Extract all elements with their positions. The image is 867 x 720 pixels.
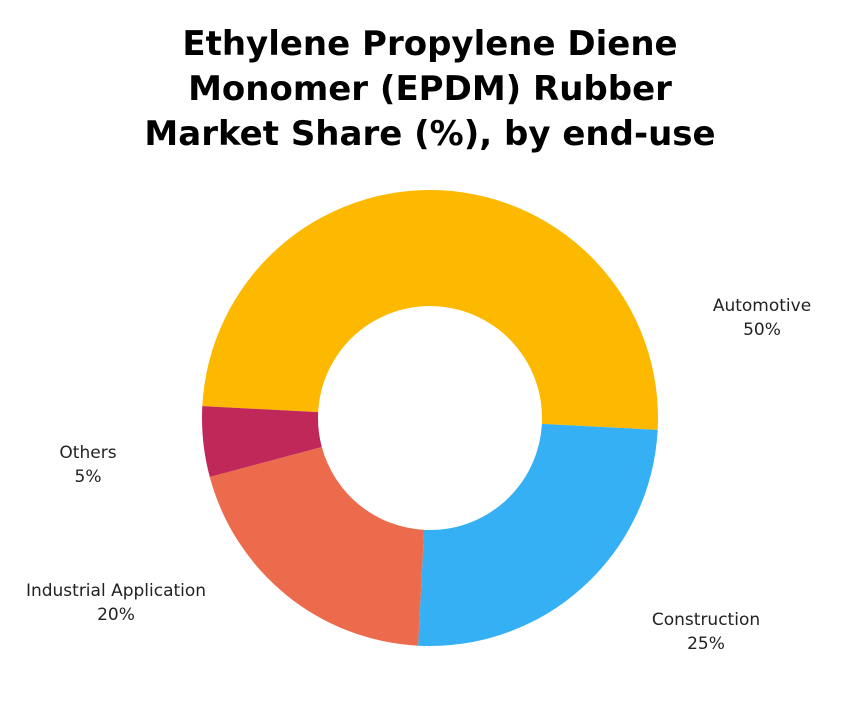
donut-slice — [209, 446, 425, 646]
donut-slice — [202, 190, 658, 430]
slice-value-label: 25% — [687, 634, 725, 654]
slice-value-label: 5% — [75, 467, 102, 487]
slice-label: Others — [59, 443, 116, 463]
slice-label: Automotive — [713, 296, 811, 316]
slice-label: Industrial Application — [26, 581, 206, 601]
slice-value-label: 20% — [97, 605, 135, 625]
donut-slice — [418, 423, 658, 647]
slice-value-label: 50% — [743, 320, 781, 340]
chart-title: Ethylene Propylene Diene Monomer (EPDM) … — [144, 24, 716, 154]
donut-slice — [202, 406, 322, 478]
slice-label: Construction — [652, 610, 760, 630]
